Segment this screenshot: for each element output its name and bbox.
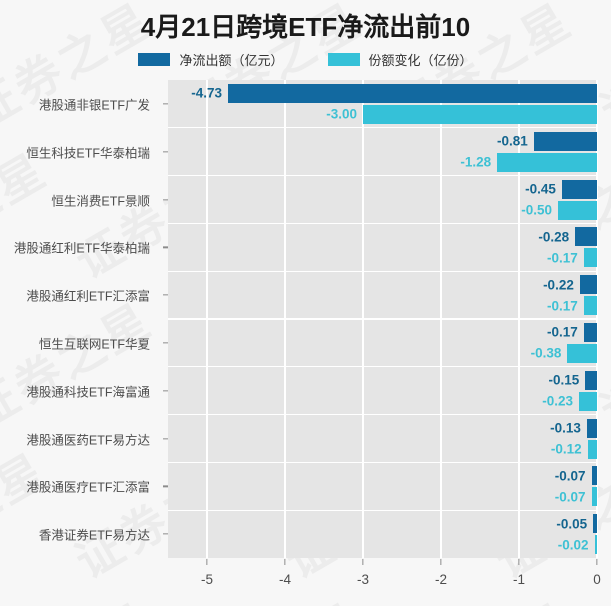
bar [579, 275, 597, 295]
bar-value-label: -0.23 [542, 393, 574, 409]
bar-value-label: -0.07 [554, 489, 586, 505]
gridline-horizontal [168, 509, 597, 511]
bar [558, 200, 597, 220]
y-axis-tick [163, 342, 168, 344]
y-axis-tick [163, 533, 168, 535]
bar [591, 466, 597, 486]
gridline-horizontal [168, 461, 597, 464]
bar [583, 322, 597, 342]
bar [579, 391, 597, 411]
y-axis-label: 香港证券ETF易方达 [38, 528, 150, 543]
bar [583, 296, 597, 316]
y-axis-tick [163, 390, 168, 392]
gridline-horizontal [168, 174, 597, 177]
legend-swatch-share-change [327, 53, 360, 66]
gridline-horizontal [168, 366, 597, 368]
bar [594, 535, 597, 555]
bar-value-label: -3.00 [326, 106, 357, 122]
bar-value-label: -0.07 [554, 468, 586, 484]
x-axis-tick [518, 559, 520, 565]
y-axis-tick [163, 103, 168, 105]
y-axis-label: 恒生互联网ETF华夏 [38, 337, 150, 352]
x-axis-label: -4 [278, 572, 292, 587]
y-axis-tick [163, 246, 168, 248]
gridline-horizontal [168, 318, 597, 320]
legend-item-share-change: 份额变化（亿份） [327, 50, 473, 69]
y-axis-label: 港股通科技ETF海富通 [26, 385, 150, 400]
bar [567, 343, 597, 363]
x-axis-label: -3 [356, 572, 370, 587]
bar [591, 487, 597, 507]
legend-label-share-change: 份额变化（亿份） [368, 53, 473, 68]
x-axis-tick [596, 559, 598, 565]
bar-value-label: -0.50 [521, 202, 552, 218]
bar [228, 83, 597, 103]
bar-value-label: -4.73 [191, 85, 223, 101]
gridline-horizontal [168, 270, 597, 272]
gridline-horizontal [168, 413, 597, 416]
bar-value-label: -0.15 [548, 372, 580, 388]
bar [587, 439, 597, 459]
y-axis-label: 港股通红利ETF华泰柏瑞 [13, 241, 150, 256]
y-axis-tick [163, 294, 168, 296]
x-axis-tick [284, 559, 286, 565]
bar [575, 227, 597, 247]
chart-legend: 净流出额（亿元） 份额变化（亿份） [0, 50, 611, 69]
bar [533, 131, 597, 151]
y-axis-label: 港股通非银ETF广发 [38, 98, 150, 113]
bar-value-label: -0.81 [497, 133, 528, 149]
bar-value-label: -0.17 [546, 324, 578, 340]
bar [561, 179, 597, 199]
y-axis-label: 恒生消费ETF景顺 [51, 194, 150, 208]
gridline-horizontal [168, 127, 597, 129]
y-axis-tick [163, 198, 168, 201]
bar-value-label: -0.17 [546, 250, 578, 266]
gridline-horizontal [168, 222, 597, 225]
bar-value-label: -0.17 [546, 298, 578, 314]
bar [363, 104, 597, 124]
bar [593, 514, 597, 534]
bar-value-label: -0.12 [550, 441, 582, 457]
bar [586, 418, 597, 438]
chart-title: 4月21日跨境ETF净流出前10 [140, 12, 471, 42]
plot-area: -4.73 -3.00 -0.81 -1.28 -0.45 -0.50 -0.28 -0.17… [168, 80, 598, 558]
legend-item-net-outflow: 净流出额（亿元） [138, 50, 284, 69]
y-axis-tick [163, 151, 168, 153]
x-axis-tick [362, 559, 364, 565]
bar-value-label: -0.05 [556, 516, 588, 532]
legend-label-net-outflow: 净流出额（亿元） [179, 53, 284, 68]
x-axis-label: -2 [434, 572, 448, 587]
bar-value-label: -0.13 [550, 420, 581, 436]
y-axis-label: 港股通医药ETF易方达 [26, 433, 150, 447]
x-axis-label: -5 [200, 572, 214, 587]
bar [497, 152, 597, 172]
bar-value-label: -0.28 [538, 229, 570, 245]
y-axis-tick [163, 437, 168, 440]
bar-value-label: -0.45 [525, 181, 556, 197]
y-axis-label: 恒生科技ETF华泰柏瑞 [26, 146, 150, 161]
y-axis-label: 港股通红利ETF汇添富 [26, 289, 150, 304]
x-axis-label: 0 [593, 572, 601, 587]
y-axis-tick [163, 485, 168, 487]
x-axis-tick [440, 559, 442, 565]
y-axis-label: 港股通医疗ETF汇添富 [26, 480, 150, 495]
y-axis-labels: 港股通非银ETF广发恒生科技ETF华泰柏瑞恒生消费ETF景顺港股通红利ETF华泰… [0, 80, 168, 558]
x-axis-tick [206, 559, 208, 565]
bar [583, 248, 597, 268]
bar [585, 370, 597, 390]
x-axis-labels: -5 -4 -3 -2 -1 0 [0, 558, 611, 606]
legend-swatch-net-outflow [138, 53, 171, 66]
bar-value-label: -0.22 [543, 277, 574, 293]
bar-value-label: -1.28 [460, 154, 492, 170]
x-axis-label: -1 [512, 572, 526, 587]
bar-value-label: -0.02 [557, 537, 589, 553]
bar-value-label: -0.38 [530, 345, 562, 361]
